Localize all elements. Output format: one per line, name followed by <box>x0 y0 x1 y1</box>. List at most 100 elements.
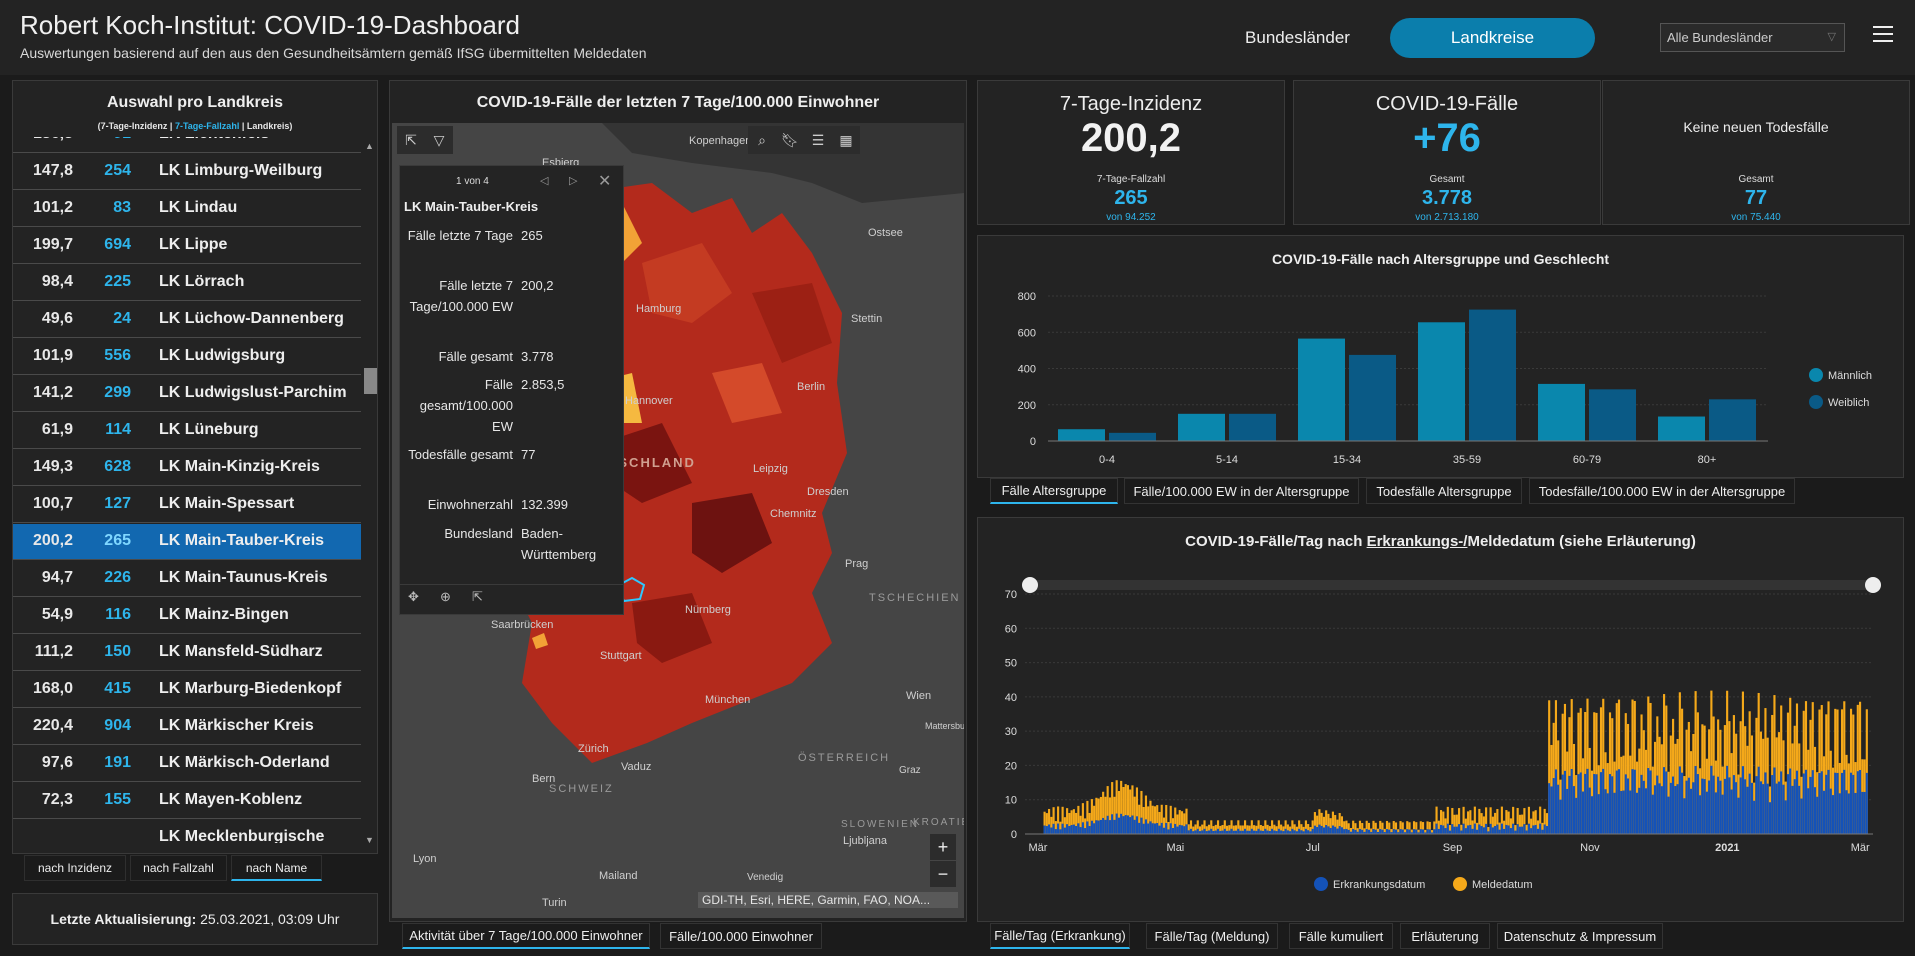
bar-erkrankungsdatum[interactable] <box>1142 823 1145 834</box>
bar-erkrankungsdatum[interactable] <box>1834 772 1837 834</box>
bar-erkrankungsdatum[interactable] <box>1674 786 1677 834</box>
bar-erkrankungsdatum[interactable] <box>1086 821 1089 834</box>
bar-meldedatum[interactable] <box>1079 815 1082 834</box>
bar-erkrankungsdatum[interactable] <box>1831 795 1835 834</box>
bar-erkrankungsdatum[interactable] <box>1158 825 1161 834</box>
bar-erkrankungsdatum[interactable] <box>1203 828 1206 834</box>
incidence-map[interactable]: Esbjerg Kopenhagen Ostsee Hamburg Stetti… <box>392 123 964 918</box>
bar-erkrankungsdatum[interactable] <box>1367 829 1371 834</box>
bar-meldedatum[interactable] <box>1415 822 1418 834</box>
bar-meldedatum[interactable] <box>1498 822 1501 834</box>
bar-meldedatum[interactable] <box>1293 824 1296 834</box>
bar-erkrankungsdatum[interactable] <box>1861 791 1864 834</box>
bar-erkrankungsdatum[interactable] <box>1370 831 1373 834</box>
bar-erkrankungsdatum[interactable] <box>1847 793 1850 834</box>
bar-meldedatum[interactable] <box>1271 820 1274 834</box>
bar-meldedatum[interactable] <box>1289 826 1292 834</box>
bar-meldedatum[interactable] <box>1300 824 1303 834</box>
bar-meldedatum[interactable] <box>1678 692 1681 834</box>
bar-erkrankungsdatum[interactable] <box>1660 786 1663 834</box>
bar-meldedatum[interactable] <box>1512 806 1515 834</box>
bar-meldedatum[interactable] <box>1113 796 1116 834</box>
bar-erkrankungsdatum[interactable] <box>1818 772 1821 834</box>
bar-erkrankungsdatum[interactable] <box>1401 829 1404 834</box>
bar-meldedatum[interactable] <box>1237 820 1240 834</box>
bar-erkrankungsdatum[interactable] <box>1647 768 1650 834</box>
bar-erkrankungsdatum[interactable] <box>1410 832 1413 834</box>
bar-erkrankungsdatum[interactable] <box>1532 825 1535 834</box>
bar-meldedatum[interactable] <box>1439 810 1443 834</box>
bar-erkrankungsdatum[interactable] <box>1714 792 1717 834</box>
bar-weiblich-80+[interactable] <box>1709 399 1756 441</box>
bar-männlich-5-14[interactable] <box>1178 413 1225 441</box>
bar-meldedatum[interactable] <box>1500 806 1503 834</box>
bar-erkrankungsdatum[interactable] <box>1262 830 1265 834</box>
tab-cumulative[interactable]: Fälle kumuliert <box>1289 923 1393 949</box>
bar-erkrankungsdatum[interactable] <box>1129 817 1132 834</box>
bar-erkrankungsdatum[interactable] <box>1676 784 1679 834</box>
bar-meldedatum[interactable] <box>1858 701 1862 834</box>
bar-meldedatum[interactable] <box>1126 785 1130 834</box>
bar-meldedatum[interactable] <box>1180 811 1184 834</box>
bar-erkrankungsdatum[interactable] <box>1505 824 1508 834</box>
bar-weiblich-15-34[interactable] <box>1349 354 1396 441</box>
bar-meldedatum[interactable] <box>1070 810 1073 834</box>
bar-erkrankungsdatum[interactable] <box>1498 829 1501 834</box>
bar-erkrankungsdatum[interactable] <box>1793 779 1796 834</box>
bar-meldedatum[interactable] <box>1579 708 1582 834</box>
bar-meldedatum[interactable] <box>1647 696 1650 834</box>
bar-meldedatum[interactable] <box>1385 820 1389 834</box>
bar-erkrankungsdatum[interactable] <box>1133 819 1136 834</box>
bar-erkrankungsdatum[interactable] <box>1444 828 1447 834</box>
bar-meldedatum[interactable] <box>1169 805 1172 834</box>
bar-meldedatum[interactable] <box>1473 806 1476 834</box>
bar-meldedatum[interactable] <box>1095 797 1098 834</box>
bar-meldedatum[interactable] <box>1786 712 1790 834</box>
bar-erkrankungsdatum[interactable] <box>1156 823 1159 834</box>
bar-meldedatum[interactable] <box>1232 825 1235 834</box>
list-item[interactable]: 98,4 225 LK Lörrach <box>13 265 361 301</box>
bar-meldedatum[interactable] <box>1507 811 1510 834</box>
bar-meldedatum[interactable] <box>1307 824 1310 834</box>
bar-erkrankungsdatum[interactable] <box>1075 825 1078 834</box>
bar-erkrankungsdatum[interactable] <box>1230 828 1233 834</box>
bar-meldedatum[interactable] <box>1640 714 1643 834</box>
bar-meldedatum[interactable] <box>1291 820 1294 834</box>
bar-erkrankungsdatum[interactable] <box>1180 825 1184 834</box>
bar-erkrankungsdatum[interactable] <box>1584 773 1587 834</box>
bar-erkrankungsdatum[interactable] <box>1068 826 1071 834</box>
select-feature-icon[interactable]: ⇱ <box>472 589 483 604</box>
bar-erkrankungsdatum[interactable] <box>1187 830 1190 834</box>
bar-erkrankungsdatum[interactable] <box>1054 829 1057 834</box>
bar-meldedatum[interactable] <box>1093 805 1096 834</box>
region-select[interactable]: Alle Bundesländer ▽ <box>1660 23 1845 52</box>
bar-erkrankungsdatum[interactable] <box>1171 827 1175 834</box>
bar-erkrankungsdatum[interactable] <box>1214 830 1217 834</box>
bar-erkrankungsdatum[interactable] <box>1865 772 1868 834</box>
bar-erkrankungsdatum[interactable] <box>1451 824 1454 834</box>
bar-meldedatum[interactable] <box>1467 811 1470 834</box>
list-item[interactable]: 54,9 116 LK Mainz-Bingen <box>13 598 361 634</box>
bar-meldedatum[interactable] <box>1194 824 1197 834</box>
bar-meldedatum[interactable] <box>1210 820 1213 834</box>
bar-erkrankungsdatum[interactable] <box>1066 824 1069 834</box>
bar-erkrankungsdatum[interactable] <box>1144 819 1148 834</box>
bar-meldedatum[interactable] <box>1277 820 1280 834</box>
bar-erkrankungsdatum[interactable] <box>1755 776 1758 834</box>
bar-meldedatum[interactable] <box>1048 808 1051 834</box>
bar-erkrankungsdatum[interactable] <box>1352 828 1355 834</box>
tab-cases-per-100k[interactable]: Fälle/100.000 Einwohner <box>660 923 822 949</box>
bar-erkrankungsdatum[interactable] <box>1656 775 1659 834</box>
bar-erkrankungsdatum[interactable] <box>1140 817 1143 834</box>
bar-meldedatum[interactable] <box>1225 825 1229 834</box>
bar-meldedatum[interactable] <box>1124 784 1127 834</box>
zoom-to-icon[interactable]: ⊕ <box>440 589 451 604</box>
tab-activity-7-days[interactable]: Aktivität über 7 Tage/100.000 Einwohner <box>402 923 650 949</box>
sort-by-cases-button[interactable]: nach Fallzahl <box>130 855 227 881</box>
bar-meldedatum[interactable] <box>1388 822 1391 834</box>
bar-erkrankungsdatum[interactable] <box>1189 828 1193 834</box>
bar-erkrankungsdatum[interactable] <box>1153 823 1157 834</box>
bar-erkrankungsdatum[interactable] <box>1138 822 1141 834</box>
bar-erkrankungsdatum[interactable] <box>1503 828 1506 834</box>
sort-by-incidence-button[interactable]: nach Inzidenz <box>24 855 126 881</box>
